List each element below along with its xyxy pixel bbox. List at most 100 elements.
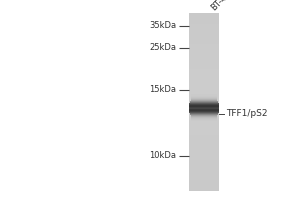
- Bar: [189, 157, 219, 158]
- Bar: [189, 167, 219, 169]
- Bar: [189, 159, 219, 161]
- Text: TFF1/pS2: TFF1/pS2: [226, 110, 267, 118]
- Bar: [189, 183, 219, 185]
- Bar: [189, 106, 219, 107]
- Bar: [189, 130, 219, 132]
- Bar: [189, 109, 219, 111]
- Bar: [189, 105, 219, 106]
- Bar: [189, 97, 219, 99]
- Bar: [189, 189, 219, 191]
- Bar: [189, 84, 219, 86]
- Bar: [189, 71, 219, 72]
- Bar: [189, 162, 219, 164]
- Bar: [189, 69, 219, 71]
- Bar: [189, 38, 219, 40]
- Text: 10kDa: 10kDa: [149, 152, 176, 160]
- Bar: [191, 99, 217, 100]
- Bar: [190, 101, 218, 102]
- Bar: [189, 103, 219, 105]
- Bar: [189, 86, 219, 87]
- Bar: [189, 106, 219, 107]
- Bar: [189, 185, 219, 186]
- Bar: [189, 62, 219, 64]
- Bar: [191, 96, 217, 97]
- Bar: [189, 49, 219, 50]
- Bar: [189, 68, 219, 69]
- Bar: [189, 168, 219, 170]
- Bar: [189, 108, 219, 109]
- Bar: [189, 186, 219, 188]
- Bar: [189, 15, 219, 16]
- Bar: [189, 65, 219, 66]
- Bar: [189, 90, 219, 92]
- Bar: [189, 44, 219, 46]
- Bar: [189, 177, 219, 179]
- Bar: [189, 32, 219, 34]
- Bar: [189, 154, 219, 155]
- Text: 15kDa: 15kDa: [149, 85, 176, 94]
- Bar: [189, 111, 219, 112]
- Bar: [189, 128, 219, 130]
- Bar: [189, 18, 219, 19]
- Bar: [189, 107, 219, 108]
- Bar: [189, 100, 219, 102]
- Bar: [191, 120, 217, 121]
- Bar: [189, 151, 219, 152]
- Bar: [190, 101, 218, 102]
- Bar: [191, 98, 217, 99]
- Bar: [189, 131, 219, 133]
- Bar: [189, 60, 219, 62]
- Bar: [191, 119, 217, 120]
- Bar: [189, 170, 219, 172]
- Bar: [189, 111, 219, 112]
- Bar: [190, 102, 218, 103]
- Bar: [190, 100, 218, 101]
- Bar: [189, 26, 219, 28]
- Bar: [189, 161, 219, 163]
- Bar: [189, 91, 219, 93]
- Bar: [189, 179, 219, 180]
- Bar: [189, 133, 219, 135]
- Bar: [191, 97, 217, 98]
- Bar: [189, 28, 219, 30]
- Bar: [189, 102, 219, 103]
- Bar: [189, 114, 219, 115]
- Bar: [189, 99, 219, 101]
- Bar: [189, 13, 219, 15]
- Bar: [189, 164, 219, 166]
- Bar: [189, 81, 219, 83]
- Bar: [189, 110, 219, 111]
- Bar: [189, 88, 219, 90]
- Bar: [189, 118, 219, 120]
- Bar: [189, 105, 219, 106]
- Bar: [189, 140, 219, 142]
- Bar: [189, 54, 219, 56]
- Bar: [189, 75, 219, 77]
- Bar: [189, 120, 219, 121]
- Bar: [189, 56, 219, 58]
- Bar: [189, 174, 219, 176]
- Bar: [189, 106, 219, 108]
- Bar: [189, 31, 219, 32]
- Bar: [191, 95, 217, 96]
- Bar: [189, 109, 219, 110]
- Bar: [189, 176, 219, 177]
- Bar: [189, 121, 219, 123]
- Bar: [189, 104, 219, 105]
- Bar: [189, 78, 219, 80]
- Bar: [189, 53, 219, 55]
- Bar: [189, 63, 219, 65]
- Bar: [189, 47, 219, 49]
- Bar: [189, 158, 219, 160]
- Bar: [189, 173, 219, 174]
- Bar: [189, 123, 219, 124]
- Bar: [191, 100, 217, 101]
- Bar: [189, 139, 219, 140]
- Bar: [189, 105, 219, 106]
- Bar: [191, 120, 217, 121]
- Bar: [189, 142, 219, 143]
- Bar: [190, 102, 218, 103]
- Bar: [189, 93, 219, 95]
- Bar: [189, 145, 219, 146]
- Bar: [191, 99, 217, 100]
